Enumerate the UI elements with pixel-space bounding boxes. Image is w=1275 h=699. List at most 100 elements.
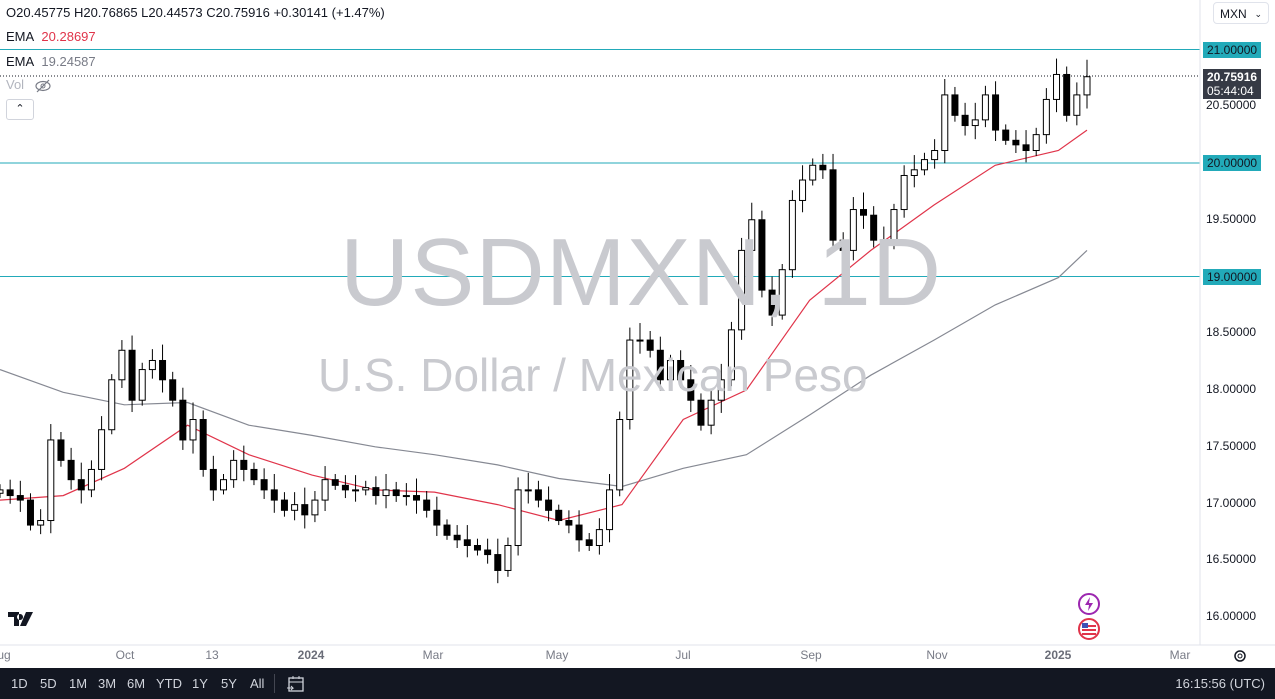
price-label: 17.00000	[1206, 495, 1257, 510]
ema-fast-legend[interactable]: EMA 20.28697	[6, 29, 96, 44]
watermark-description: U.S. Dollar / Mexican Peso	[318, 349, 868, 401]
ema-value: 19.24587	[41, 54, 96, 69]
candle-body	[951, 94, 959, 116]
time-label: Mar	[1169, 648, 1191, 662]
hline-tag-20: 20.00000	[1203, 155, 1262, 171]
price-label: 18.50000	[1206, 325, 1257, 340]
calendar-goto-icon[interactable]	[286, 674, 306, 694]
range-5d[interactable]: 5D	[40, 676, 57, 691]
candle-body	[179, 399, 187, 441]
candle-body	[280, 499, 288, 511]
candle-body	[880, 239, 888, 246]
range-1y[interactable]: 1Y	[192, 676, 208, 691]
range-1d[interactable]: 1D	[11, 676, 28, 691]
candle-body	[98, 429, 106, 470]
collapse-legend-button[interactable]: ⌃	[6, 99, 34, 120]
time-label: 2024	[297, 648, 325, 662]
candle-body	[1063, 73, 1071, 116]
candle-body	[260, 479, 268, 491]
bar-countdown: 05:44:04	[1207, 84, 1254, 98]
candle-body	[799, 179, 807, 201]
ema-value: 20.28697	[41, 29, 96, 44]
range-ytd[interactable]: YTD	[156, 676, 182, 691]
price-label: 16.00000	[1206, 609, 1257, 623]
candle-body	[870, 214, 878, 241]
candle-body	[595, 529, 603, 546]
candle-body	[585, 539, 593, 546]
candle-body	[748, 219, 756, 251]
chevron-down-icon: ⌄	[1254, 9, 1262, 19]
lightning-icon[interactable]	[1077, 592, 1101, 616]
candle-body	[646, 339, 654, 351]
candle-body	[839, 239, 847, 251]
range-all[interactable]: All	[250, 676, 265, 691]
candle-body	[727, 329, 735, 381]
candle-body	[636, 339, 644, 342]
candle-body	[270, 489, 278, 501]
candle-body	[931, 150, 939, 161]
candle-body	[199, 419, 207, 470]
candle-body	[484, 549, 492, 556]
candle-body	[423, 499, 431, 511]
candle-body	[1083, 76, 1091, 96]
candle-body	[697, 399, 705, 426]
candle-body	[707, 399, 715, 426]
chevron-up-icon: ⌃	[15, 103, 25, 115]
time-label: 2025	[1044, 648, 1072, 662]
ema-slow-legend[interactable]: EMA 19.24587	[6, 54, 96, 69]
candle-body	[738, 249, 746, 331]
candle-body	[1022, 144, 1030, 152]
time-label: Jul	[675, 648, 691, 662]
candle-body	[555, 509, 563, 522]
bottom-toolbar: 1D 5D 1M 3M 6M YTD 1Y 5Y All 16:15:56 (UTC)	[0, 668, 1275, 699]
currency-selector[interactable]: MXN ⌄	[1213, 2, 1269, 24]
eye-off-icon[interactable]	[34, 79, 52, 93]
candle-body	[138, 369, 146, 401]
last-price: 20.75916	[1207, 70, 1258, 84]
price-label: 20.50000	[1206, 98, 1257, 113]
candle-body	[819, 164, 827, 171]
candle-body	[677, 359, 685, 381]
candle-body	[1032, 134, 1040, 152]
candle-body	[402, 495, 410, 498]
candle-body	[524, 489, 532, 492]
candle-body	[545, 499, 553, 511]
candle-body	[219, 479, 227, 491]
candle-body	[860, 209, 868, 216]
candle-body	[352, 489, 360, 492]
time-label: Mar	[422, 648, 444, 662]
volume-legend[interactable]: Vol	[6, 77, 52, 93]
us-flag-icon[interactable]	[1077, 617, 1101, 641]
candle-body	[433, 509, 441, 526]
toolbar-divider	[274, 674, 275, 693]
candle-body	[809, 164, 817, 181]
candle-body	[87, 468, 95, 491]
candle-body	[67, 459, 75, 481]
candle-body	[626, 339, 634, 421]
hline-tag-19: 19.00000	[1203, 269, 1262, 285]
last-price-tag: 20.75916 05:44:04	[1203, 69, 1262, 99]
range-1m[interactable]: 1M	[69, 676, 88, 691]
tradingview-logo[interactable]	[8, 610, 40, 628]
candle-body	[443, 524, 451, 536]
candle-body	[331, 479, 339, 486]
price-label: 17.50000	[1206, 438, 1257, 453]
candle-body	[971, 119, 979, 127]
range-5y[interactable]: 5Y	[221, 676, 237, 691]
range-3m[interactable]: 3M	[98, 676, 117, 691]
candle-body	[981, 94, 989, 121]
candle-body	[788, 199, 796, 271]
candle-body	[910, 169, 918, 176]
candle-body	[159, 359, 167, 381]
candle-body	[341, 484, 349, 491]
candle-body	[494, 554, 502, 571]
utc-clock[interactable]: 16:15:56 (UTC)	[1175, 676, 1265, 691]
settings-icon[interactable]	[1232, 648, 1248, 664]
price-label: 16.50000	[1206, 552, 1257, 567]
candle-body	[301, 504, 309, 516]
time-label: Sep	[800, 648, 822, 662]
range-6m[interactable]: 6M	[127, 676, 146, 691]
ema-slow-line	[0, 249, 1088, 488]
candle-body	[250, 468, 258, 481]
